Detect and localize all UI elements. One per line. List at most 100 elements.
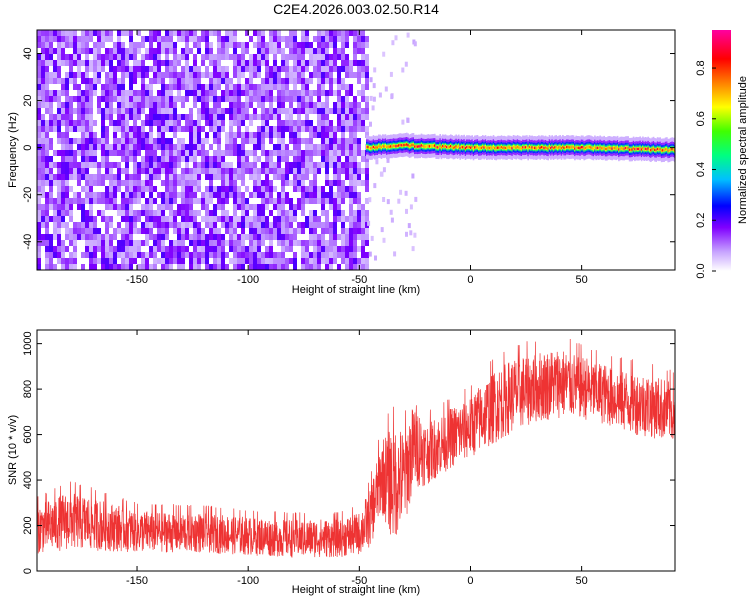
heatmap-cell bbox=[237, 132, 241, 138]
heatmap-cell bbox=[101, 252, 105, 258]
heatmap-cell bbox=[169, 168, 173, 174]
heatmap-cell bbox=[73, 138, 77, 144]
heatmap-cell bbox=[65, 138, 69, 144]
heatmap-cell bbox=[205, 72, 209, 78]
heatmap-cell bbox=[261, 186, 265, 192]
heatmap-cell bbox=[229, 132, 233, 138]
heatmap-cell bbox=[257, 228, 261, 234]
heatmap-cell bbox=[189, 132, 193, 144]
heatmap-cell bbox=[217, 150, 221, 156]
band-cell bbox=[624, 146, 627, 150]
heatmap-cell bbox=[45, 174, 49, 180]
band-cell bbox=[474, 146, 476, 149]
heatmap-cell bbox=[157, 36, 161, 42]
band-cell bbox=[526, 145, 528, 149]
heatmap-cell bbox=[333, 246, 337, 252]
band-cell bbox=[663, 149, 665, 152]
heatmap-cell bbox=[93, 78, 97, 84]
heatmap-cell bbox=[229, 186, 233, 192]
heatmap-cell bbox=[309, 108, 313, 114]
band-cell bbox=[375, 146, 377, 149]
heatmap-cell bbox=[189, 240, 193, 246]
y-tick-label: 800 bbox=[22, 380, 34, 398]
heatmap-cell bbox=[65, 54, 69, 60]
heatmap-cell bbox=[297, 78, 301, 84]
heatmap-cell bbox=[93, 66, 97, 72]
heatmap-cell bbox=[181, 102, 185, 108]
heatmap-cell bbox=[169, 186, 173, 192]
heatmap-cell bbox=[349, 168, 353, 174]
band-cell bbox=[647, 147, 649, 150]
heatmap-cell bbox=[149, 36, 153, 42]
heatmap-cell bbox=[237, 204, 241, 210]
band-cell bbox=[519, 146, 521, 150]
heatmap-cell bbox=[41, 96, 45, 102]
heatmap-cell bbox=[121, 198, 125, 204]
heatmap-cell bbox=[241, 102, 245, 108]
heatmap-cell bbox=[353, 48, 357, 54]
heatmap-cell bbox=[173, 168, 177, 174]
heatmap-cell bbox=[257, 252, 261, 258]
heatmap-cell bbox=[125, 264, 129, 270]
heatmap-cell bbox=[245, 30, 249, 36]
y-tick-label: -20 bbox=[22, 187, 34, 203]
heatmap-cell bbox=[85, 36, 89, 42]
heatmap-cell bbox=[205, 30, 209, 36]
heatmap-cell bbox=[173, 132, 177, 138]
heatmap-cell bbox=[317, 72, 321, 78]
heatmap-cell bbox=[341, 186, 345, 192]
heatmap-cell bbox=[357, 102, 361, 108]
heatmap-cell bbox=[249, 90, 253, 96]
heatmap-cell bbox=[269, 156, 273, 162]
heatmap-cell bbox=[49, 168, 53, 174]
heatmap-cell bbox=[113, 180, 117, 186]
heatmap-cell bbox=[329, 144, 333, 150]
heatmap-cell bbox=[85, 156, 89, 162]
heatmap-cell bbox=[109, 234, 113, 240]
heatmap-cell bbox=[325, 252, 329, 258]
heatmap-cell bbox=[237, 126, 241, 132]
heatmap-cell bbox=[45, 156, 49, 162]
heatmap-cell bbox=[285, 210, 289, 216]
heatmap-cell bbox=[141, 168, 145, 174]
heatmap-cell bbox=[181, 168, 185, 174]
band-cell bbox=[487, 146, 489, 149]
heatmap-cell bbox=[277, 258, 281, 264]
heatmap-cell bbox=[121, 138, 125, 144]
heatmap-cell bbox=[137, 138, 141, 144]
heatmap-cell bbox=[341, 84, 345, 90]
spectrogram-x-label: Height of straight line (km) bbox=[292, 284, 420, 296]
heatmap-cell bbox=[133, 72, 137, 78]
heatmap-cell bbox=[241, 264, 245, 270]
heatmap-cell bbox=[225, 54, 229, 60]
heatmap-cell bbox=[345, 72, 349, 78]
heatmap-cell bbox=[165, 216, 169, 222]
heatmap-cell bbox=[37, 246, 41, 252]
heatmap-cell bbox=[161, 246, 165, 252]
heatmap-cell bbox=[341, 42, 345, 48]
heatmap-cell bbox=[273, 168, 277, 174]
heatmap-cell bbox=[145, 66, 149, 72]
heatmap-cell bbox=[189, 180, 193, 186]
heatmap-cell bbox=[181, 72, 185, 78]
heatmap-cell bbox=[265, 234, 269, 240]
band-cell bbox=[668, 149, 671, 152]
heatmap-cell bbox=[281, 120, 285, 126]
heatmap-cell bbox=[245, 96, 249, 102]
heatmap-cell bbox=[49, 72, 53, 78]
band-cell bbox=[666, 147, 668, 151]
heatmap-cell bbox=[177, 210, 181, 216]
heatmap-cell bbox=[141, 186, 145, 192]
heatmap-cell bbox=[153, 186, 157, 192]
heatmap-cell bbox=[281, 234, 285, 240]
snr-series-path bbox=[37, 339, 675, 558]
heatmap-cell bbox=[181, 84, 185, 90]
heatmap-cell bbox=[217, 228, 221, 234]
heatmap-cell bbox=[109, 204, 113, 210]
band-cell bbox=[632, 147, 635, 150]
heatmap-cell bbox=[345, 42, 349, 48]
heatmap-cell bbox=[357, 120, 361, 126]
heatmap-cell bbox=[57, 78, 61, 84]
heatmap-cell bbox=[213, 264, 217, 270]
heatmap-cell bbox=[101, 216, 105, 222]
